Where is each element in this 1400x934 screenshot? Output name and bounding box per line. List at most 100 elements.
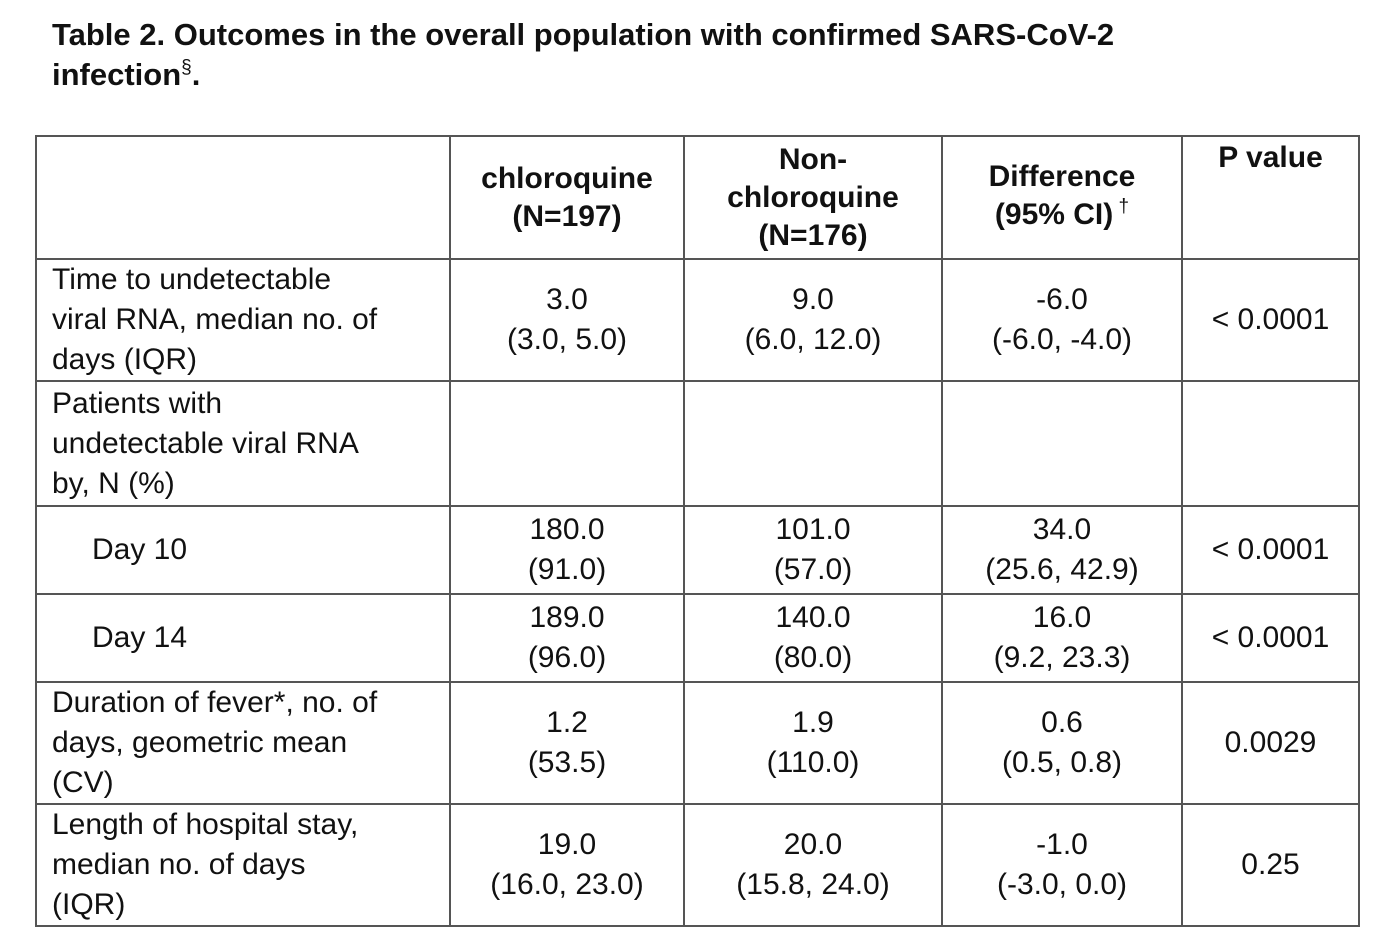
- cell-line: (15.8, 24.0): [736, 868, 890, 901]
- label-line: Day 10: [92, 533, 188, 566]
- header-line: (N=197): [512, 199, 622, 233]
- cell-line: < 0.0001: [1211, 533, 1330, 566]
- cell-line: 1.9: [792, 706, 834, 739]
- value-cell: 19.0 (16.0, 23.0): [449, 803, 685, 927]
- value-cell: 0.25: [1181, 803, 1360, 927]
- label-line: Day 14: [92, 621, 188, 654]
- value-cell: -1.0 (-3.0, 0.0): [941, 803, 1183, 927]
- value-cell: [1181, 380, 1360, 507]
- header-row: chloroquine (N=197) Non-chloroquine (N=176)…: [35, 135, 1360, 260]
- cell-line: 0.0029: [1224, 726, 1317, 759]
- cell-line: (6.0, 12.0): [744, 323, 882, 356]
- header-cell: Non-chloroquine (N=176): [683, 135, 943, 260]
- title-footnote-mark: §: [181, 57, 192, 78]
- cell-line: (0.5, 0.8): [1001, 746, 1123, 779]
- cell-line: (57.0): [773, 553, 853, 586]
- cell-line: < 0.0001: [1211, 621, 1330, 654]
- header-cell: chloroquine (N=197): [449, 135, 685, 260]
- cell-line: 101.0: [775, 513, 851, 546]
- value-cell: 1.9 (110.0): [683, 681, 943, 805]
- cell-line: 140.0: [775, 601, 851, 634]
- table-row: Day 10 180.0 (91.0) 101.0 (57.0) 34.0 (25.6, 4…: [35, 505, 1360, 595]
- cell-line: (16.0, 23.0): [490, 868, 644, 901]
- header-cell: P value: [1181, 135, 1360, 260]
- value-cell: 0.6 (0.5, 0.8): [941, 681, 1183, 805]
- cell-line: (110.0): [766, 746, 860, 779]
- label-line: undetectable viral RNA: [52, 426, 359, 460]
- value-cell: < 0.0001: [1181, 505, 1360, 595]
- title-line: infection: [52, 57, 182, 92]
- label-line: days (IQR): [52, 343, 198, 376]
- header-line: chloroquine: [727, 180, 899, 214]
- value-cell: 3.0 (3.0, 5.0): [449, 258, 685, 382]
- row-label: Length of hospital stay, median no. of da…: [35, 803, 451, 927]
- cell-line: (53.5): [527, 746, 607, 779]
- cell-line: (3.0, 5.0): [506, 323, 628, 356]
- cell-line: 180.0: [529, 513, 605, 546]
- table-row: Duration of fever*, no. of days, geometri…: [35, 681, 1360, 805]
- value-cell: [449, 380, 685, 507]
- label-line: (CV): [52, 766, 114, 799]
- value-cell: < 0.0001: [1181, 593, 1360, 683]
- title-end: .: [191, 57, 201, 92]
- cell-line: (-6.0, -4.0): [991, 323, 1133, 356]
- label-line: Time to undetectable: [52, 263, 332, 296]
- footnote-mark: †: [1113, 195, 1130, 217]
- cell-line: -1.0: [1036, 828, 1088, 861]
- title-line: Table 2. Outcomes in the overall populat…: [52, 17, 1115, 52]
- cell-line: 19.0: [537, 828, 597, 861]
- label-line: (IQR): [52, 888, 126, 921]
- cell-line: 0.25: [1241, 848, 1300, 881]
- label-line: median no. of days: [52, 848, 306, 881]
- row-label: Time to undetectable viral RNA, median no…: [35, 258, 451, 382]
- label-line: days, geometric mean: [52, 726, 348, 759]
- row-label: Day 10: [35, 505, 451, 595]
- label-line: Duration of fever*, no. of: [52, 686, 378, 719]
- cell-line: (80.0): [773, 641, 853, 674]
- value-cell: 180.0 (91.0): [449, 505, 685, 595]
- value-cell: 189.0 (96.0): [449, 593, 685, 683]
- cell-line: (9.2, 23.3): [993, 641, 1131, 674]
- row-label: Day 14: [35, 593, 451, 683]
- value-cell: [941, 380, 1183, 507]
- value-cell: 1.2 (53.5): [449, 681, 685, 805]
- value-cell: 101.0 (57.0): [683, 505, 943, 595]
- header-line: (95% CI) †: [994, 195, 1130, 231]
- cell-line: (25.6, 42.9): [985, 553, 1139, 586]
- header-line: Difference: [988, 159, 1136, 193]
- cell-line: 20.0: [783, 828, 843, 861]
- cell-line: 9.0: [792, 283, 834, 316]
- value-cell: 140.0 (80.0): [683, 593, 943, 683]
- header-line: P value: [1218, 141, 1323, 174]
- value-cell: 34.0 (25.6, 42.9): [941, 505, 1183, 595]
- header-cell: Difference (95% CI) †: [941, 135, 1183, 260]
- label-line: viral RNA, median no. of: [52, 303, 378, 336]
- cell-line: 1.2: [546, 706, 588, 739]
- value-cell: 20.0 (15.8, 24.0): [683, 803, 943, 927]
- table-title: Table 2. Outcomes in the overall populat…: [52, 15, 1114, 100]
- value-cell: -6.0 (-6.0, -4.0): [941, 258, 1183, 382]
- cell-line: 3.0: [546, 283, 588, 316]
- cell-line: 0.6: [1041, 706, 1083, 739]
- table-row: Length of hospital stay, median no. of da…: [35, 803, 1360, 927]
- cell-line: (-3.0, 0.0): [996, 868, 1128, 901]
- row-label: Duration of fever*, no. of days, geometri…: [35, 681, 451, 805]
- table-row: Day 14 189.0 (96.0) 140.0 (80.0) 16.0 (9.2, 23…: [35, 593, 1360, 683]
- header-cell: [35, 135, 451, 260]
- cell-line: (96.0): [527, 641, 607, 674]
- cell-line: < 0.0001: [1211, 303, 1330, 336]
- label-line: by, N (%): [52, 466, 175, 500]
- value-cell: [683, 380, 943, 507]
- header-line: chloroquine: [481, 161, 653, 195]
- value-cell: 16.0 (9.2, 23.3): [941, 593, 1183, 683]
- cell-line: 34.0: [1032, 513, 1092, 546]
- table-row: Time to undetectable viral RNA, median no…: [35, 258, 1360, 382]
- label-line: Length of hospital stay,: [52, 808, 359, 841]
- cell-line: -6.0: [1036, 283, 1088, 316]
- cell-line: 189.0: [529, 601, 605, 634]
- row-label: Patients with undetectable viral RNA by, N…: [35, 380, 451, 507]
- table-row: Patients with undetectable viral RNA by, N…: [35, 380, 1360, 507]
- value-cell: < 0.0001: [1181, 258, 1360, 382]
- header-line: (N=176): [758, 218, 868, 252]
